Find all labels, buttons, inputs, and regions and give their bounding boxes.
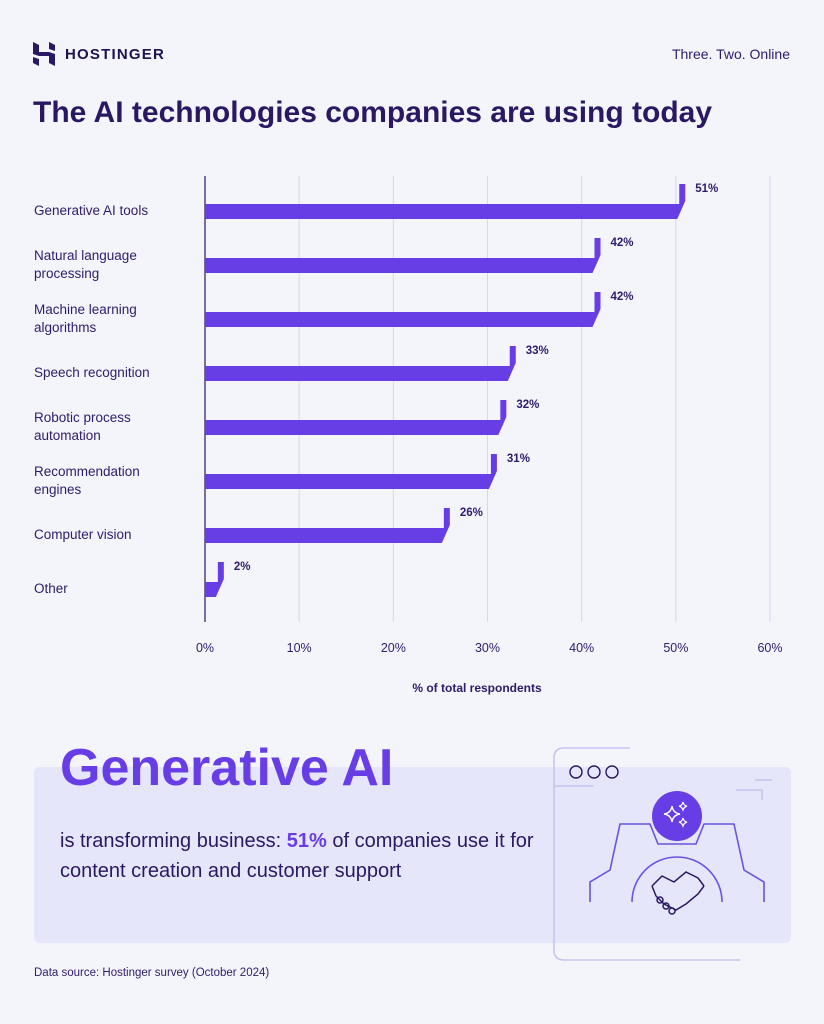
- category-label-line: Speech recognition: [34, 365, 150, 380]
- bar: [205, 184, 686, 219]
- category-label-line: Natural language: [34, 248, 137, 263]
- category-label-line: Recommendation: [34, 464, 140, 479]
- x-tick-label: 50%: [663, 641, 688, 655]
- category-label: Other: [34, 562, 204, 616]
- page-title: The AI technologies companies are using …: [33, 96, 713, 129]
- bar: [205, 400, 507, 435]
- x-tick-label: 20%: [381, 641, 406, 655]
- data-label: 31%: [507, 453, 530, 465]
- category-label-line: Machine learning: [34, 302, 137, 317]
- category-label: Robotic process automation: [34, 400, 204, 454]
- highlight-accent: 51%: [286, 830, 327, 852]
- brand-name: HOSTINGER: [65, 45, 165, 63]
- data-label: 2%: [234, 561, 251, 573]
- data-label: 42%: [611, 291, 634, 303]
- x-tick-label: 40%: [569, 641, 594, 655]
- category-label-line: engines: [34, 482, 82, 497]
- data-label: 42%: [611, 237, 634, 249]
- data-label: 26%: [460, 507, 483, 519]
- highlight-text-end: of companies use it for content creation…: [60, 830, 534, 882]
- category-label: Machine learning algorithms: [34, 292, 204, 346]
- x-tick-label: 10%: [287, 641, 312, 655]
- data-label: 33%: [526, 345, 549, 357]
- browser-gear-icon: [553, 747, 772, 961]
- highlight-text-start: is transforming business:: [60, 830, 287, 852]
- handshake-icon: [651, 871, 705, 915]
- bar: [205, 292, 601, 327]
- x-axis-label: % of total respondents: [412, 681, 542, 695]
- brand-logo: HOSTINGER: [33, 42, 165, 66]
- category-label: Generative AI tools: [34, 184, 204, 238]
- category-label: Computer vision: [34, 508, 204, 562]
- category-label: Speech recognition: [34, 346, 204, 400]
- category-label-line: Robotic process: [34, 410, 131, 425]
- data-label: 51%: [695, 183, 718, 195]
- data-source: Data source: Hostinger survey (October 2…: [34, 967, 270, 979]
- highlight-title: Generative AI: [60, 739, 394, 797]
- bar: [205, 238, 601, 273]
- category-label-line: Other: [34, 581, 68, 596]
- category-label: Recommendation engines: [34, 454, 204, 508]
- sparkles-icon: [652, 791, 702, 841]
- bar: [205, 562, 224, 597]
- bar: [205, 508, 450, 543]
- hostinger-logo-icon: [33, 42, 55, 66]
- category-label-line: Generative AI tools: [34, 203, 149, 218]
- category-label-line: Computer vision: [34, 527, 132, 542]
- x-tick-label: 30%: [475, 641, 500, 655]
- category-label-line: algorithms: [34, 320, 97, 335]
- category-label-line: processing: [34, 266, 100, 281]
- category-label: Natural language processing: [34, 238, 204, 292]
- bar: [205, 454, 497, 489]
- bar-chart: 0% 10% 20% 30% 40% 50% 60% 51% 42% 42% 33% 32% 31% 26…: [196, 176, 783, 655]
- x-tick-label: 60%: [757, 641, 782, 655]
- data-label: 32%: [516, 399, 539, 411]
- highlight-text: is transforming business: 51% of compani…: [60, 826, 540, 886]
- category-label-line: automation: [34, 428, 101, 443]
- tagline: Three. Two. Online: [671, 46, 790, 62]
- x-tick-label: 0%: [196, 641, 214, 655]
- bar: [205, 346, 516, 381]
